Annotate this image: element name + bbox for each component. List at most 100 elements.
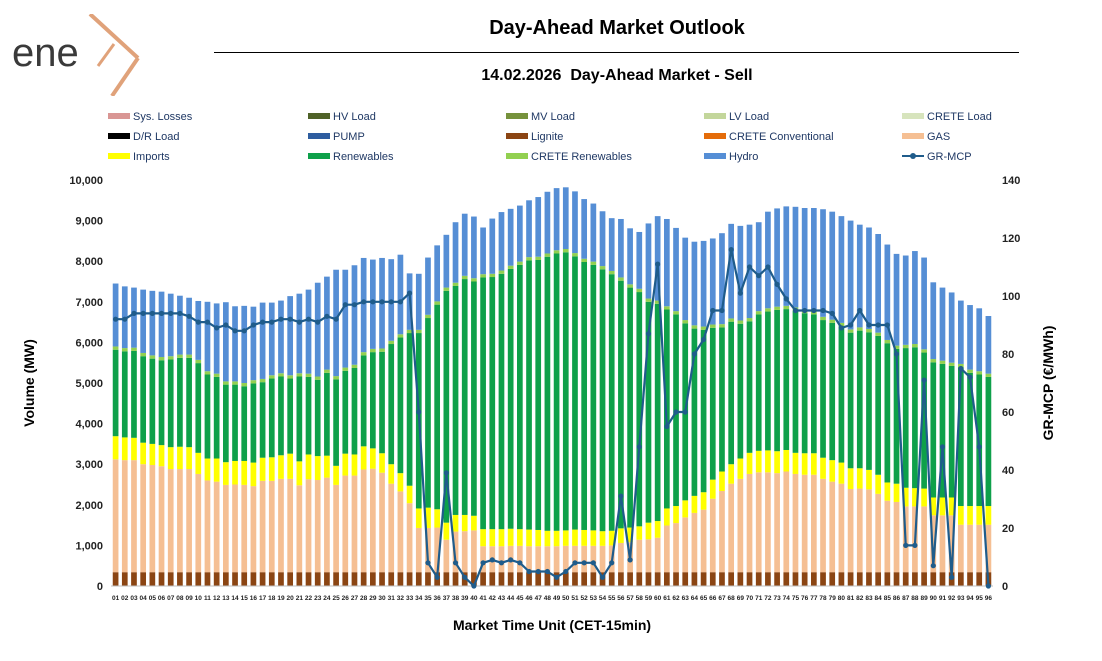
bar-crete-renewables: [388, 340, 395, 345]
bar-crete-renewables: [893, 345, 900, 349]
bar-renewables: [893, 348, 900, 484]
y-right-tick-label: 100: [1002, 291, 1020, 303]
x-tick-label: 14: [231, 595, 239, 602]
legend-item-hydro: Hydro: [704, 150, 758, 164]
bar-hydro: [581, 199, 588, 259]
bar-crete-renewables: [425, 314, 431, 319]
legend-item-imports: Imports: [108, 150, 170, 164]
x-tick-label: 16: [250, 595, 258, 602]
bar-hydro: [590, 203, 597, 262]
bar-gas: [305, 479, 312, 573]
bar-crete-renewables: [167, 356, 174, 360]
x-tick-label: 21: [296, 595, 304, 602]
bar-hydro: [939, 287, 946, 361]
bar-crete-renewables: [259, 378, 266, 383]
bar-renewables: [452, 285, 459, 515]
point-gr-mcp: [553, 574, 560, 580]
bar-imports: [875, 474, 882, 494]
bar-lignite: [939, 572, 946, 586]
bar-hydro: [719, 233, 725, 325]
bar-imports: [121, 437, 128, 461]
bar-renewables: [333, 379, 339, 466]
bar-hydro: [112, 283, 119, 347]
bar-gas: [967, 524, 973, 573]
bar-hydro: [838, 216, 845, 323]
point-gr-mcp: [811, 307, 817, 314]
bar-lignite: [590, 572, 597, 586]
bar-hydro: [314, 282, 321, 377]
x-tick-label: 28: [360, 595, 368, 602]
bar-gas: [893, 501, 900, 573]
bar-renewables: [314, 379, 321, 457]
x-tick-label: 71: [755, 595, 763, 602]
bar-imports: [709, 479, 716, 499]
y-right-tick-label: 0: [1002, 581, 1008, 593]
x-tick-label: 25: [332, 595, 340, 602]
x-tick-label: 23: [314, 595, 322, 602]
point-gr-mcp: [783, 296, 789, 302]
x-tick-label: 44: [507, 595, 515, 602]
bar-gas: [719, 491, 725, 573]
bar-lignite: [287, 572, 294, 586]
bar-crete-renewables: [204, 371, 211, 375]
x-tick-label: 79: [829, 595, 837, 602]
bar-crete-renewables: [673, 311, 679, 315]
bar-crete-renewables: [140, 352, 147, 357]
bar-crete-renewables: [471, 278, 477, 282]
bar-renewables: [167, 359, 174, 448]
point-gr-mcp: [655, 261, 661, 267]
bar-hydro: [930, 282, 937, 360]
bar-renewables: [204, 374, 211, 459]
bar-renewables: [140, 356, 147, 443]
legend-label: HV Load: [333, 111, 376, 123]
bar-renewables: [434, 304, 441, 510]
bar-hydro: [664, 218, 670, 307]
y-right-tick-label: 120: [1002, 233, 1020, 245]
bar-imports: [259, 457, 266, 481]
point-gr-mcp: [820, 307, 826, 314]
bar-gas: [204, 480, 211, 573]
bar-hydro: [296, 293, 303, 374]
point-gr-mcp: [682, 409, 688, 415]
point-gr-mcp: [627, 557, 633, 563]
bar-crete-renewables: [948, 362, 955, 366]
x-tick-label: 55: [608, 595, 616, 602]
bar-gas: [921, 506, 927, 573]
bar-renewables: [360, 355, 367, 447]
bar-lignite: [765, 572, 771, 586]
bar-renewables: [627, 287, 633, 528]
bar-crete-renewables: [930, 359, 937, 363]
x-tick-label: 17: [259, 595, 267, 602]
point-gr-mcp: [250, 322, 257, 328]
point-gr-mcp: [370, 299, 376, 305]
bar-imports: [213, 458, 220, 482]
bar-crete-renewables: [489, 273, 496, 278]
bar-lignite: [268, 572, 275, 586]
bar-lignite: [415, 572, 422, 586]
bar-hydro: [498, 212, 505, 271]
point-gr-mcp: [351, 302, 358, 308]
bar-renewables: [296, 376, 303, 462]
point-gr-mcp: [866, 322, 872, 328]
x-tick-label: 39: [461, 595, 469, 602]
bar-gas: [471, 530, 477, 573]
bar-imports: [728, 464, 735, 484]
bar-imports: [149, 443, 156, 466]
point-gr-mcp: [388, 299, 394, 305]
x-tick-label: 26: [342, 595, 350, 602]
bar-hydro: [434, 245, 441, 302]
point-gr-mcp: [149, 310, 155, 316]
point-gr-mcp: [847, 322, 854, 328]
bar-renewables: [177, 357, 183, 447]
bar-renewables: [599, 269, 606, 532]
x-tick-label: 89: [920, 595, 928, 602]
bar-lignite: [921, 572, 927, 586]
point-gr-mcp: [462, 574, 468, 580]
legend-label: CRETE Renewables: [531, 151, 632, 163]
bar-crete-renewables: [709, 324, 716, 328]
bar-hydro: [167, 293, 174, 357]
bar-gas: [673, 523, 679, 573]
bar-renewables: [912, 347, 918, 489]
bar-gas: [811, 474, 817, 573]
